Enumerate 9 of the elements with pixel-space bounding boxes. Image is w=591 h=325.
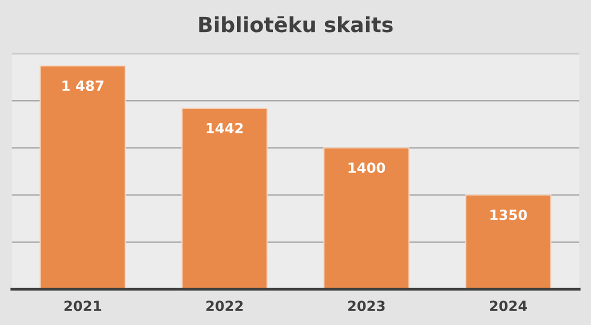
x-tick-label: 2024 [490,300,527,312]
data-label: 1 487 [62,80,104,91]
data-label: 1442 [206,122,243,134]
x-tick-label: 2022 [206,300,243,312]
chart-title: Bibliotēku skaits [199,16,393,32]
data-label: 1400 [348,162,386,173]
x-tick-label: 2023 [348,300,385,312]
data-label: 1350 [490,210,527,220]
x-tick-label: 2021 [64,300,102,312]
